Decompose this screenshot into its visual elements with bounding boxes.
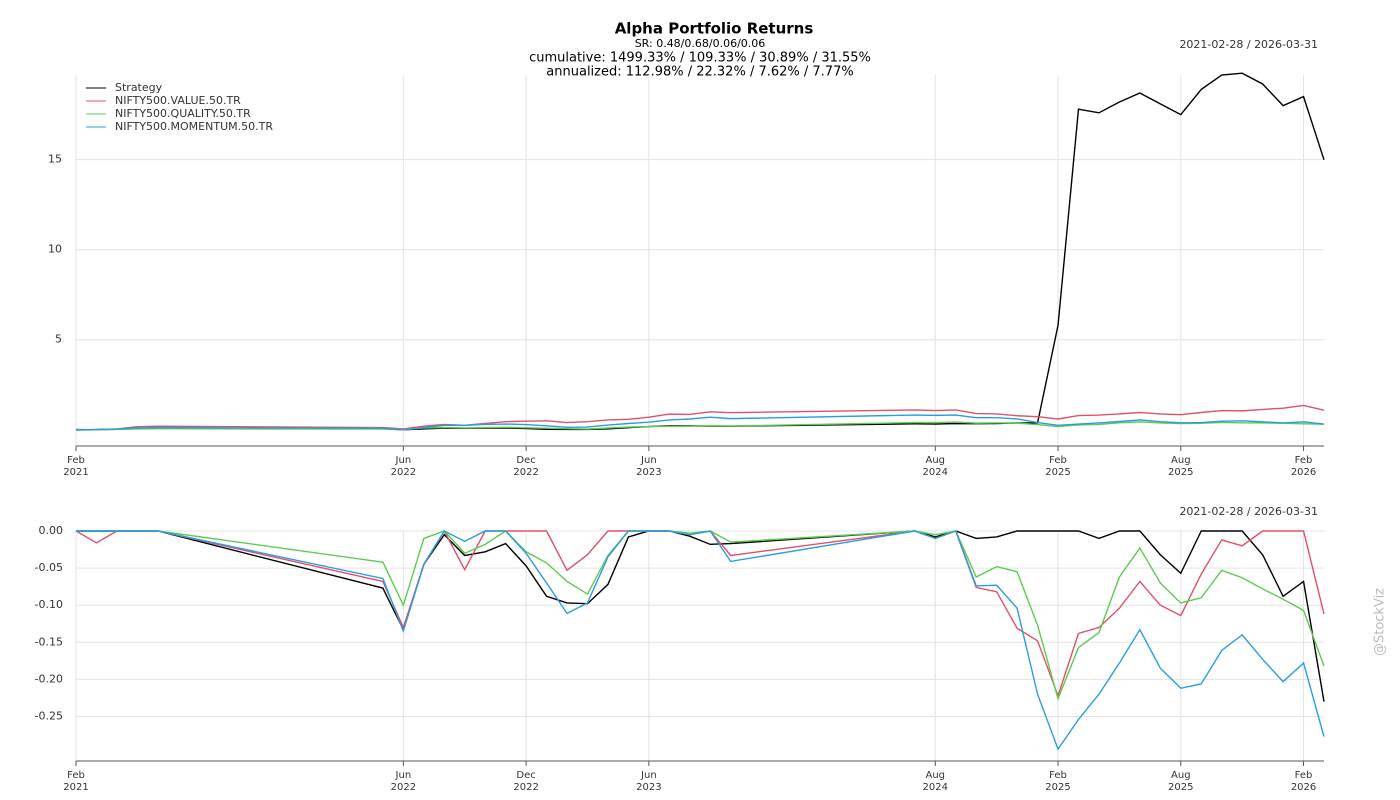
x-tick-label: Feb 2026 bbox=[1291, 770, 1316, 793]
subtitle: cumulative: 1499.33% / 109.33% / 30.89% … bbox=[529, 51, 871, 66]
subtitle: annualized: 112.98% / 22.32% / 7.62% / 7… bbox=[546, 65, 853, 80]
series-line bbox=[75, 414, 1325, 431]
y-tick-label: -0.05 bbox=[35, 561, 63, 574]
y-tick-label: 15 bbox=[48, 153, 62, 166]
series-line bbox=[76, 530, 1325, 751]
legend-label: NIFTY500.VALUE.50.TR bbox=[115, 94, 241, 107]
y-tick-label: -0.25 bbox=[35, 709, 63, 722]
y-tick-label: -0.15 bbox=[35, 635, 63, 648]
x-tick-label: Aug 2024 bbox=[923, 770, 948, 793]
date-range: 2021-02-28 / 2026-03-31 bbox=[1179, 38, 1318, 51]
series-line bbox=[76, 530, 1325, 701]
date-range: 2021-02-28 / 2026-03-31 bbox=[1179, 505, 1318, 518]
y-tick-label: 10 bbox=[48, 243, 62, 256]
series-line bbox=[76, 530, 1325, 702]
x-tick-label: Jun 2023 bbox=[636, 770, 661, 793]
series-line bbox=[75, 404, 1325, 431]
x-tick-label: Feb 2021 bbox=[63, 455, 88, 478]
x-tick-label: Jun 2022 bbox=[391, 770, 416, 793]
y-tick-label: -0.20 bbox=[35, 672, 63, 685]
legend-label: NIFTY500.MOMENTUM.50.TR bbox=[115, 120, 273, 133]
x-tick-label: Feb 2025 bbox=[1045, 455, 1070, 478]
x-tick-label: Dec 2022 bbox=[513, 455, 538, 478]
series-line bbox=[75, 421, 1325, 431]
x-tick-label: Aug 2025 bbox=[1168, 770, 1193, 793]
watermark: @StockViz bbox=[1373, 588, 1388, 656]
x-tick-label: Feb 2021 bbox=[63, 770, 88, 793]
x-tick-label: Aug 2024 bbox=[923, 455, 948, 478]
y-tick-label: 5 bbox=[55, 333, 62, 346]
legend-label: NIFTY500.QUALITY.50.TR bbox=[115, 107, 251, 120]
x-tick-label: Jun 2023 bbox=[636, 455, 661, 478]
x-tick-label: Feb 2025 bbox=[1045, 770, 1070, 793]
subtitle: SR: 0.48/0.68/0.06/0.06 bbox=[635, 37, 766, 50]
chart-title: Alpha Portfolio Returns bbox=[615, 20, 814, 38]
y-tick-label: -0.10 bbox=[35, 598, 63, 611]
x-tick-label: Dec 2022 bbox=[513, 770, 538, 793]
x-tick-label: Jun 2022 bbox=[391, 455, 416, 478]
y-tick-label: 0.00 bbox=[39, 524, 64, 537]
series-line bbox=[75, 529, 1325, 698]
x-tick-label: Feb 2026 bbox=[1291, 455, 1316, 478]
x-tick-label: Aug 2025 bbox=[1168, 455, 1193, 478]
legend-label: Strategy bbox=[115, 81, 163, 94]
